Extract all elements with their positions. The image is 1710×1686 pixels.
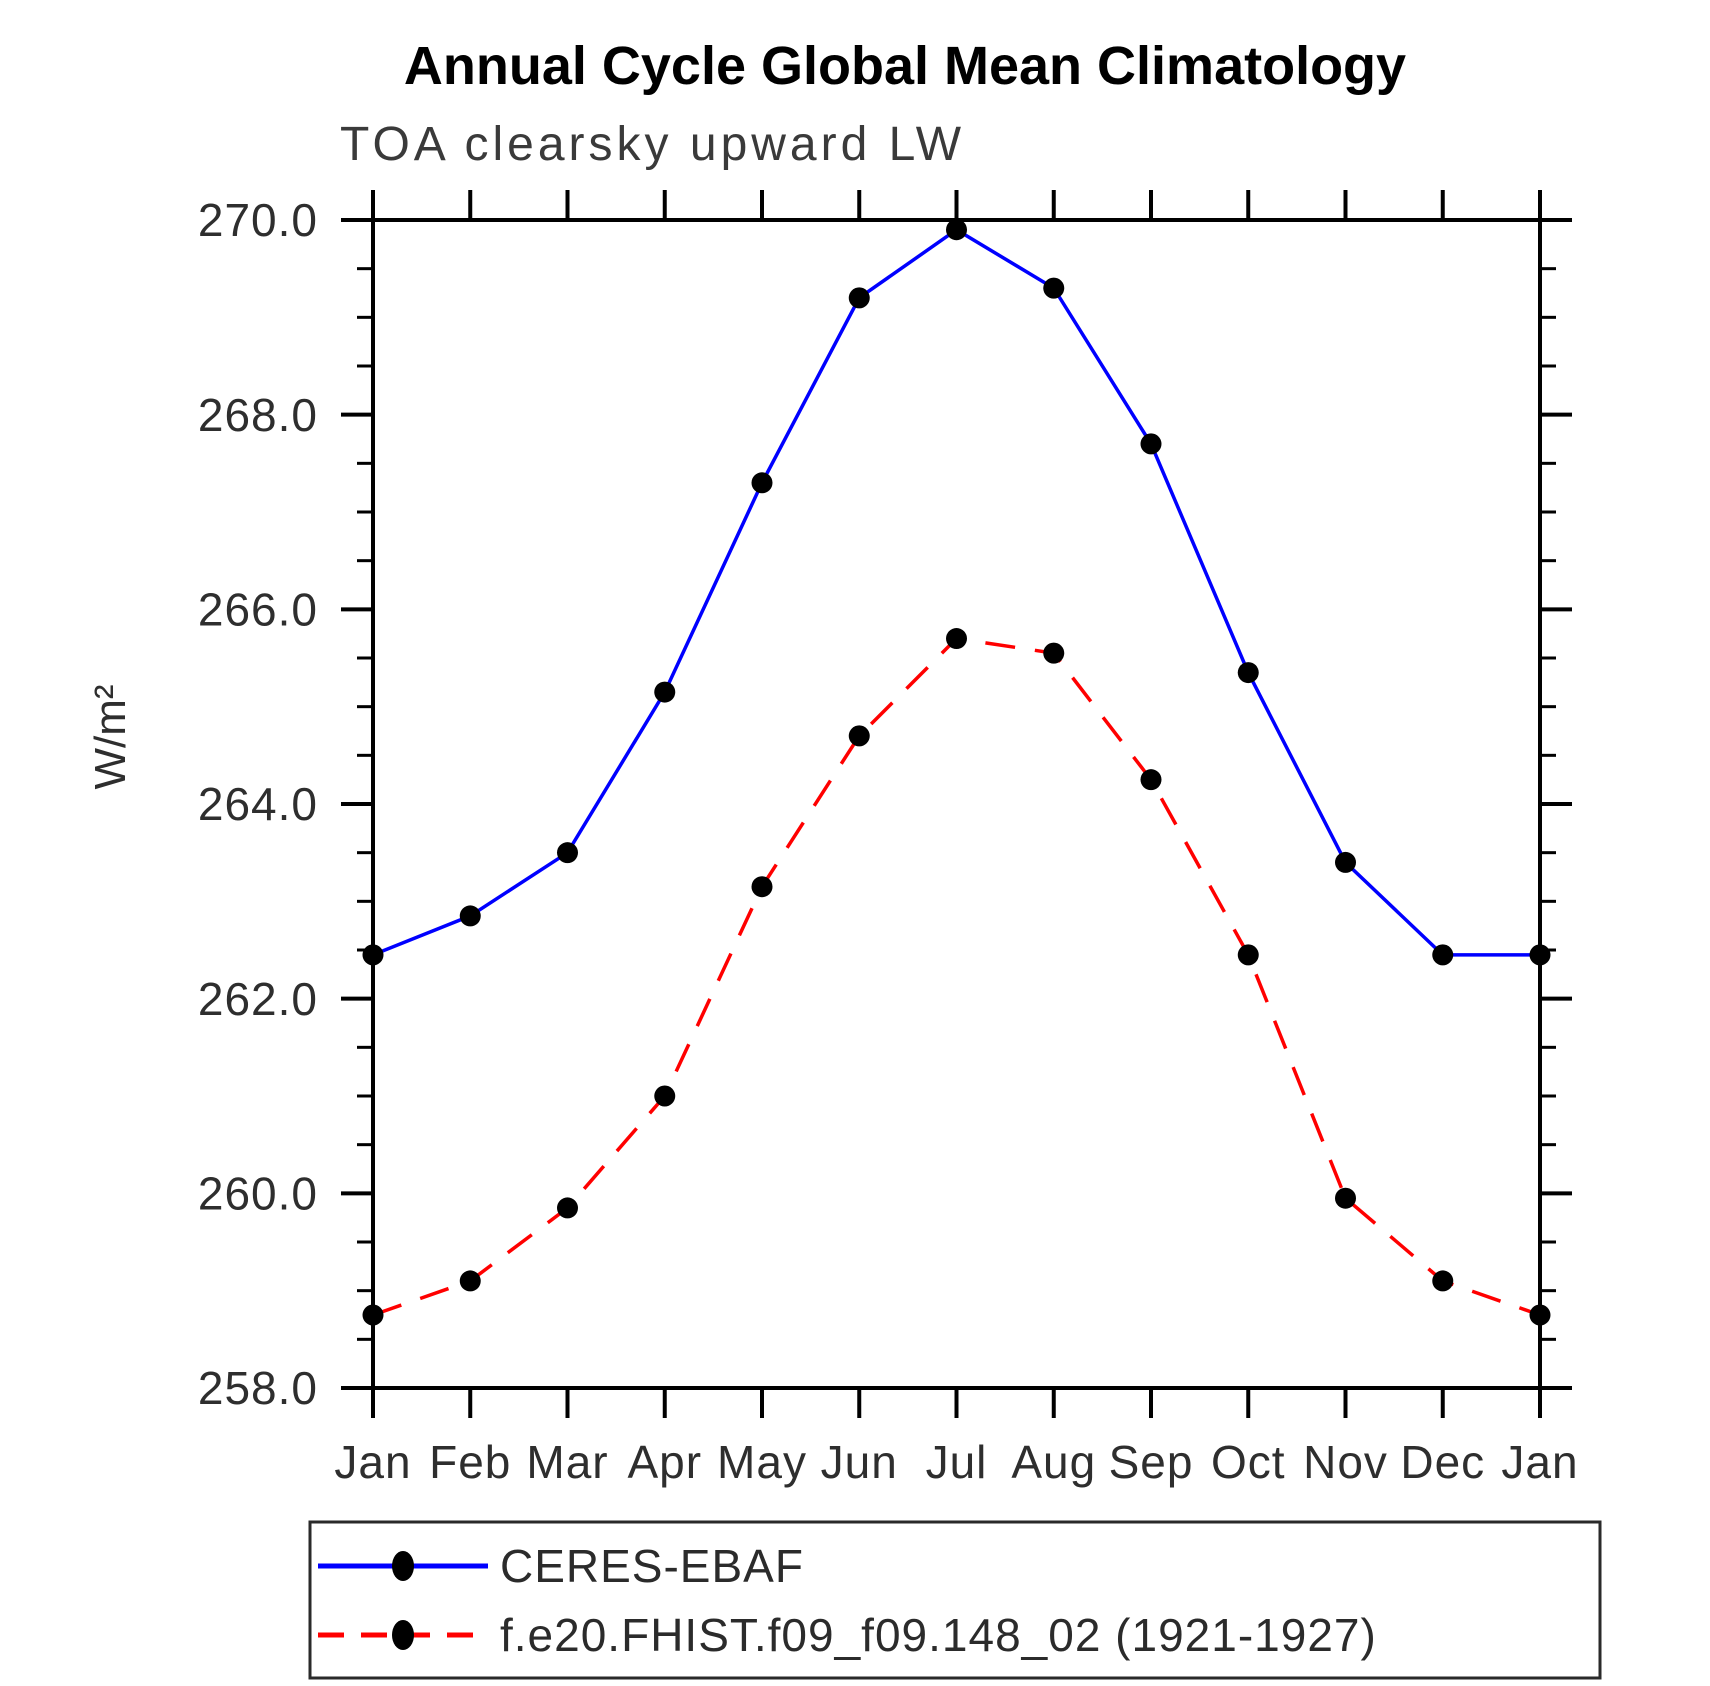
x-tick-label: May bbox=[717, 1436, 807, 1488]
x-tick-label: Nov bbox=[1303, 1436, 1388, 1488]
x-tick-label: Apr bbox=[627, 1436, 702, 1488]
y-tick-label: 268.0 bbox=[198, 389, 318, 441]
data-point-marker bbox=[1237, 662, 1259, 684]
y-tick-label: 260.0 bbox=[198, 1167, 318, 1219]
data-point-marker bbox=[946, 628, 967, 650]
data-point-marker bbox=[1432, 944, 1454, 966]
y-tick-label: 258.0 bbox=[198, 1362, 318, 1414]
data-point-marker bbox=[1335, 851, 1356, 873]
y-tick-label: 270.0 bbox=[198, 194, 318, 246]
data-point-marker bbox=[848, 287, 870, 309]
x-tick-label: Dec bbox=[1400, 1436, 1485, 1488]
chart-subtitle: TOA clearsky upward LW bbox=[340, 118, 965, 171]
data-point-marker bbox=[1043, 642, 1065, 664]
x-tick-label: Feb bbox=[429, 1436, 511, 1488]
legend-marker-icon bbox=[392, 1551, 414, 1581]
plot-area-border bbox=[371, 218, 1542, 1390]
chart-title: Annual Cycle Global Mean Climatology bbox=[404, 36, 1406, 96]
y-tick-label: 262.0 bbox=[198, 973, 318, 1025]
x-tick-label: Sep bbox=[1109, 1436, 1194, 1488]
x-tick-label: Jan bbox=[334, 1436, 411, 1488]
data-point-marker bbox=[1140, 769, 1162, 791]
legend-entry-model: f.e20.FHIST.f09_f09.148_02 (1921-1927) bbox=[318, 1609, 1377, 1661]
data-point-marker bbox=[459, 1270, 481, 1292]
data-point-marker bbox=[1335, 1187, 1356, 1209]
legend-box bbox=[308, 1520, 1602, 1680]
legend-label-ceres: CERES-EBAF bbox=[500, 1540, 804, 1592]
legend-marker-icon bbox=[392, 1620, 414, 1650]
legend-label-model: f.e20.FHIST.f09_f09.148_02 (1921-1927) bbox=[500, 1609, 1377, 1661]
data-point-marker bbox=[557, 842, 578, 864]
legend-entry-ceres: CERES-EBAF bbox=[318, 1540, 804, 1592]
x-tick-label: Jan bbox=[1501, 1436, 1578, 1488]
data-point-marker bbox=[654, 681, 676, 703]
x-tick-label: Jul bbox=[926, 1436, 988, 1488]
data-point-marker bbox=[654, 1085, 676, 1107]
data-point-marker bbox=[459, 905, 481, 927]
data-point-marker bbox=[1043, 277, 1065, 299]
legend: CERES-EBAF f.e20.FHIST.f09_f09.148_02 (1… bbox=[308, 1520, 1602, 1680]
x-tick-label: Mar bbox=[526, 1436, 608, 1488]
y-tick-label: 266.0 bbox=[198, 583, 318, 635]
y-tick-label: 264.0 bbox=[198, 778, 318, 830]
plot-generated-content: 270.0 268.0 266.0 264.0 262.0 260.0 258.0 Jan Fe… bbox=[198, 190, 1578, 1488]
data-point-marker bbox=[1140, 433, 1162, 455]
data-point-marker bbox=[1432, 1270, 1454, 1292]
y-axis-label: W/m² bbox=[86, 684, 135, 789]
x-tick-label: Oct bbox=[1211, 1436, 1286, 1488]
series-line-model bbox=[372, 636, 1541, 1317]
series-line-ceres-ebaf bbox=[372, 227, 1540, 957]
data-point-marker bbox=[848, 725, 870, 747]
data-point-marker bbox=[946, 219, 967, 241]
data-point-marker bbox=[751, 876, 773, 898]
data-point-marker bbox=[557, 1197, 578, 1219]
data-point-marker bbox=[1237, 944, 1259, 966]
data-point-marker bbox=[751, 472, 773, 494]
x-tick-label: Jun bbox=[821, 1436, 898, 1488]
x-tick-label: Aug bbox=[1011, 1436, 1096, 1488]
